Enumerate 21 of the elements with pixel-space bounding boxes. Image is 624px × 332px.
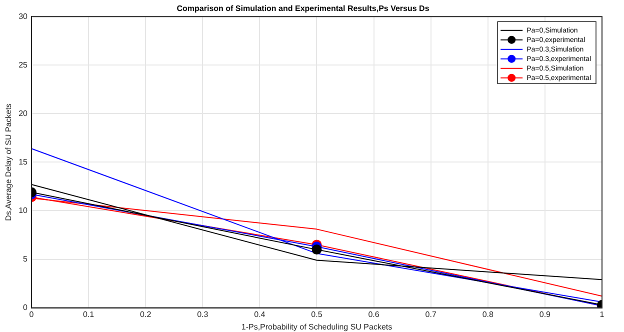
x-tick-label: 0.6 (368, 310, 380, 319)
y-tick-label: 25 (18, 60, 28, 70)
x-tick-label: 0.8 (482, 310, 494, 319)
x-tick-label: 0.4 (254, 310, 266, 319)
y-tick-label: 10 (18, 206, 28, 215)
x-tick-label: 0.5 (311, 310, 323, 319)
x-tick-label: 0.9 (539, 310, 552, 319)
y-axis-title: Ds,Average Delay of SU Packets (4, 104, 14, 221)
x-axis-title: 1-Ps,Probability of Scheduling SU Packets (241, 322, 392, 332)
y-tick-label: 15 (18, 157, 28, 166)
y-tick-label: 5 (23, 254, 28, 264)
x-tick-label: 0.1 (82, 310, 95, 319)
y-tick-label: 30 (18, 12, 28, 21)
x-tick-label: 0 (29, 310, 34, 319)
y-tick-label: 0 (23, 303, 28, 312)
chart-title: Comparison of Simulation and Experimental Results,Ps Versus Ds (176, 4, 430, 14)
x-tick-label: 0.3 (197, 310, 209, 319)
x-tick-label: 1 (600, 310, 605, 319)
x-tick-label: 0.7 (425, 310, 437, 319)
y-tick-label: 20 (18, 108, 28, 118)
x-tick-label: 0.2 (140, 310, 152, 319)
